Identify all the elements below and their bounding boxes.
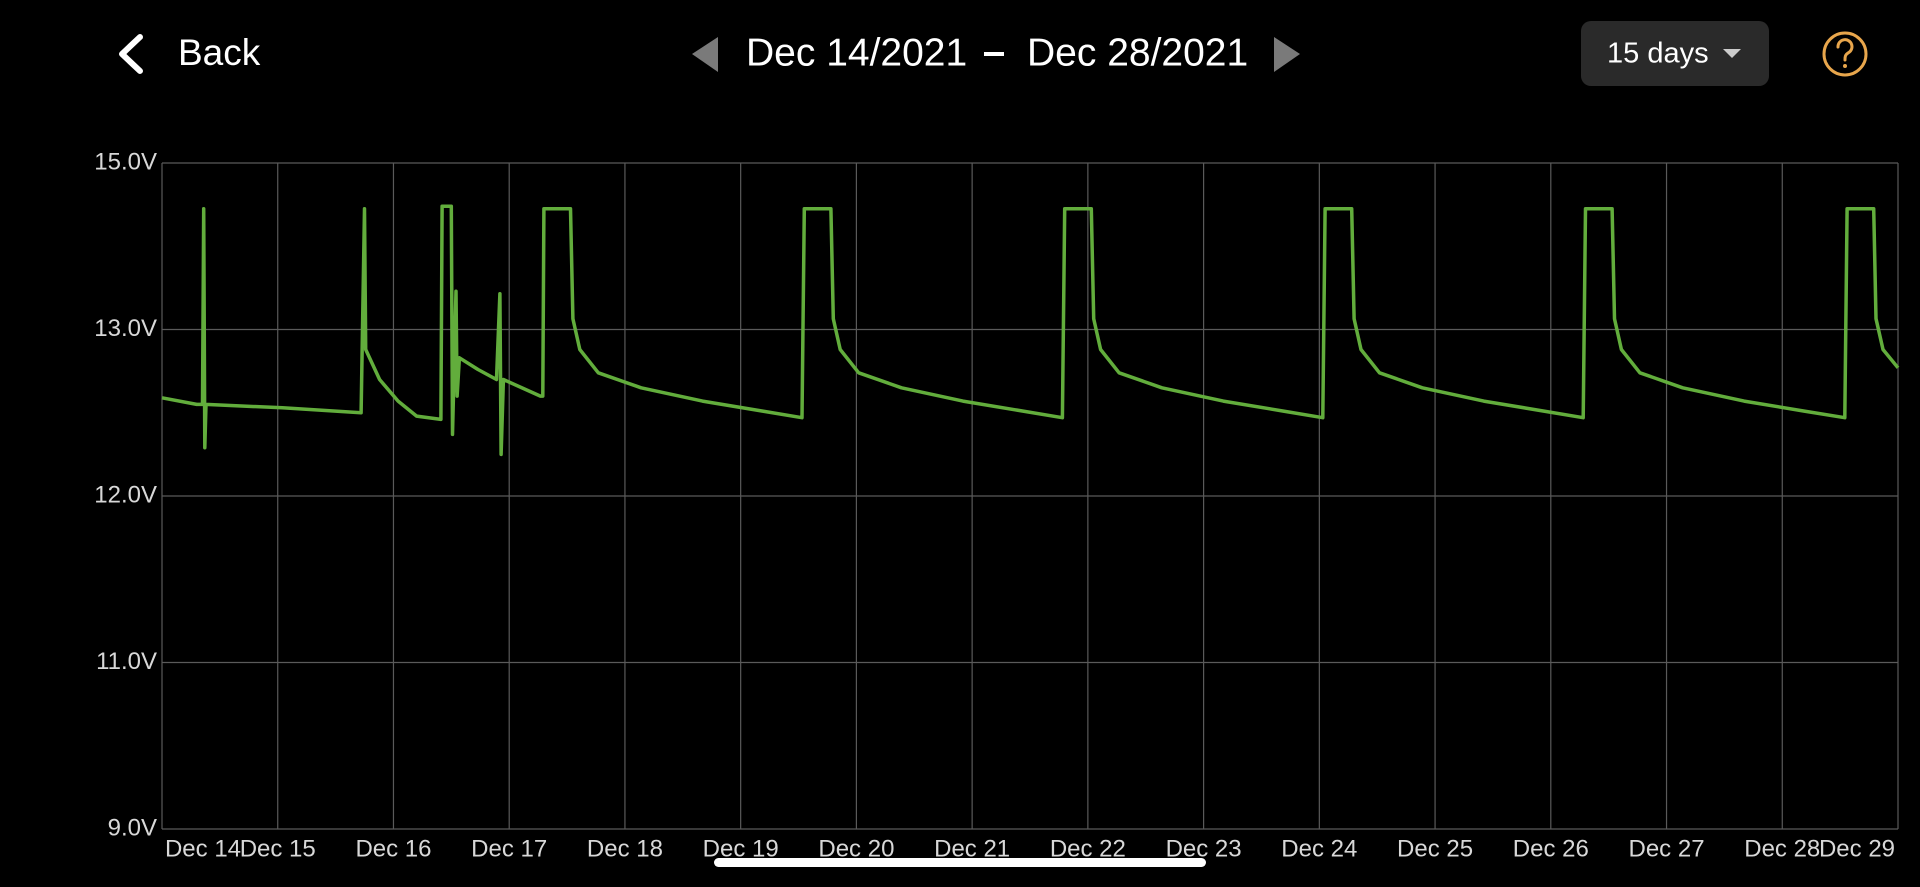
dropdown-label: 15 days xyxy=(1607,38,1709,70)
x-tick-label: Dec 23 xyxy=(1166,835,1242,862)
range-dropdown[interactable]: 15 days xyxy=(1581,21,1769,86)
back-label: Back xyxy=(178,32,261,73)
x-tick-label: Dec 17 xyxy=(471,835,547,862)
help-circle xyxy=(1822,31,1868,77)
y-tick-label: 13.0V xyxy=(94,315,157,342)
help-question xyxy=(1836,38,1854,62)
x-tick-label: Dec 19 xyxy=(703,835,779,862)
date-end: Dec 28/2021 xyxy=(1027,31,1248,74)
home-indicator xyxy=(714,858,1206,867)
x-tick-label: Dec 22 xyxy=(1050,835,1126,862)
back-button[interactable]: Back xyxy=(119,32,261,74)
x-tick-label: Dec 26 xyxy=(1513,835,1589,862)
x-tick-label: Dec 15 xyxy=(240,835,316,862)
help-dot xyxy=(1843,64,1847,68)
x-tick-label: Dec 29 xyxy=(1819,835,1895,862)
back-chevron xyxy=(119,34,143,74)
voltage-line xyxy=(161,204,1900,457)
x-tick-label: Dec 20 xyxy=(818,835,894,862)
x-tick-label: Dec 24 xyxy=(1281,835,1357,862)
y-tick-label: 15.0V xyxy=(94,148,157,175)
help-button[interactable] xyxy=(1822,31,1868,77)
x-tick-label: Dec 25 xyxy=(1397,835,1473,862)
prev-arrow[interactable] xyxy=(692,37,718,72)
x-tick-label: Dec 18 xyxy=(587,835,663,862)
y-tick-label: 9.0V xyxy=(108,814,157,841)
date-start: Dec 14/2021 xyxy=(746,31,967,74)
dropdown-caret xyxy=(1723,49,1741,58)
y-tick-label: 11.0V xyxy=(96,648,157,675)
y-tick-label: 12.0V xyxy=(94,481,157,508)
next-arrow[interactable] xyxy=(1274,37,1300,72)
dropdown-box xyxy=(1581,21,1769,86)
x-tick-label: Dec 21 xyxy=(934,835,1010,862)
x-tick-label: Dec 16 xyxy=(355,835,431,862)
x-tick-label: Dec 27 xyxy=(1629,835,1705,862)
x-tick-label: Dec 14 xyxy=(165,835,241,862)
x-tick-label: Dec 28 xyxy=(1744,835,1820,862)
